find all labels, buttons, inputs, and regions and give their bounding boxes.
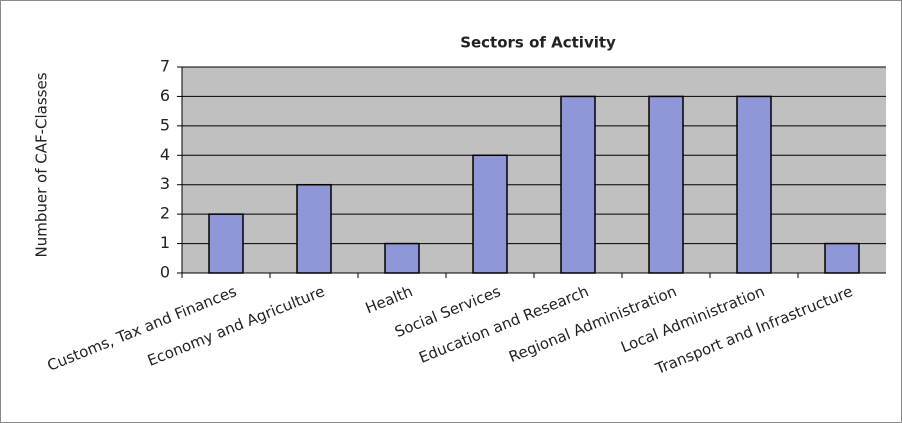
bar [296, 183, 332, 274]
y-axis-label: Numbuer of CAF-Classes [33, 72, 51, 257]
y-tick-label: 4 [160, 145, 170, 164]
y-tick-label: 6 [160, 86, 170, 105]
bar [384, 242, 420, 274]
y-tick-label: 5 [160, 115, 170, 134]
bar [472, 154, 508, 274]
bar [208, 213, 244, 274]
bar [824, 242, 860, 274]
plot-area [182, 67, 886, 273]
chart-title: Sectors of Activity [460, 34, 616, 52]
y-tick-label: 3 [160, 174, 170, 193]
bar [560, 95, 596, 274]
y-tick-label: 2 [160, 204, 170, 223]
y-tick-label: 0 [160, 263, 170, 282]
y-tick-label: 1 [160, 233, 170, 252]
y-tick-label: 7 [160, 57, 170, 76]
bar [648, 95, 684, 274]
bar [736, 95, 772, 274]
